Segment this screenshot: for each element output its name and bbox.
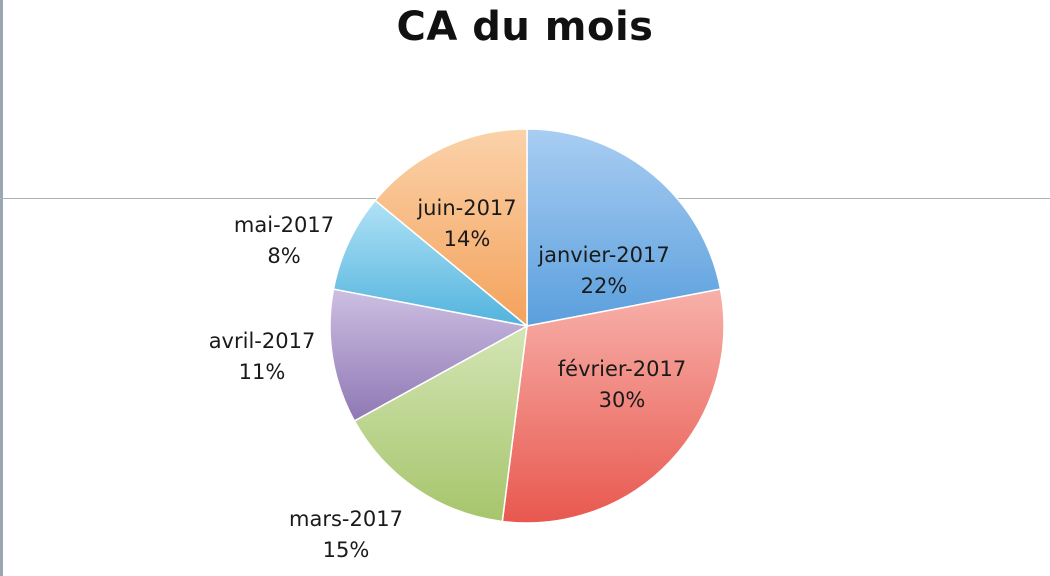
slice-percent-mai-2017: 8% bbox=[267, 244, 300, 268]
pie-slice-janvier-2017 bbox=[526, 128, 722, 327]
slice-percent-janvier-2017: 22% bbox=[581, 274, 628, 298]
pie-slice-février-2017 bbox=[501, 288, 725, 524]
slice-percent-février-2017: 30% bbox=[599, 388, 646, 412]
pie-slice-mai-2017 bbox=[332, 199, 528, 327]
pie-slice-mars-2017 bbox=[353, 324, 528, 523]
pie-slice-avril-2017 bbox=[329, 288, 530, 422]
slice-label-avril-2017: avril-2017 bbox=[209, 329, 316, 353]
slice-label-juin-2017: juin-2017 bbox=[416, 196, 516, 220]
left-border-line bbox=[0, 0, 3, 576]
slice-percent-mars-2017: 15% bbox=[323, 538, 370, 562]
slice-label-mars-2017: mars-2017 bbox=[289, 507, 403, 531]
slice-percent-juin-2017: 14% bbox=[444, 227, 491, 251]
slice-label-janvier-2017: janvier-2017 bbox=[537, 243, 670, 267]
pie-labels: janvier-2017 22% février-2017 30% mars-2017 1… bbox=[209, 196, 687, 562]
slice-percent-avril-2017: 11% bbox=[239, 360, 286, 384]
chart-title: CA du mois bbox=[396, 4, 654, 50]
slice-label-février-2017: février-2017 bbox=[558, 357, 686, 381]
slice-label-mai-2017: mai-2017 bbox=[234, 213, 334, 237]
pie-slices bbox=[329, 128, 725, 524]
pie-slice-juin-2017 bbox=[374, 128, 528, 328]
